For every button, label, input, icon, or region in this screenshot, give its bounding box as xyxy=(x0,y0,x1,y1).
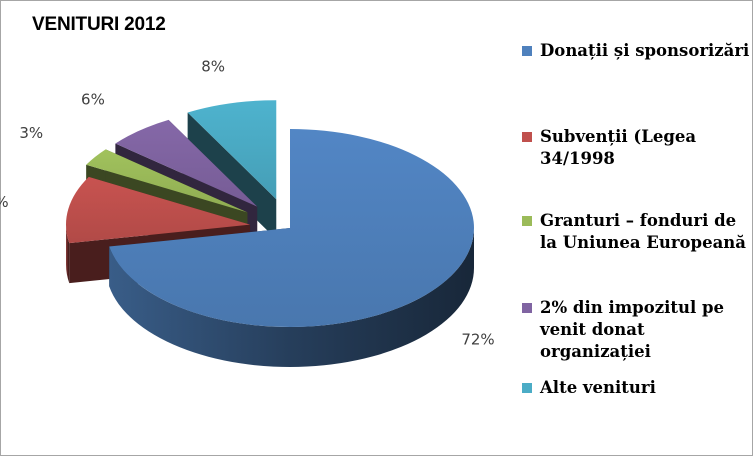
legend-swatch xyxy=(522,303,532,313)
legend-label: Granturi – fonduri de la Uniunea Europea… xyxy=(540,211,746,252)
legend-swatch xyxy=(522,383,532,393)
legend-swatch xyxy=(522,132,532,142)
legend-label: Subvenții (Legea 34/1998 xyxy=(540,127,697,168)
legend-swatch xyxy=(522,216,532,226)
legend-swatch xyxy=(522,46,532,56)
pie-slice-donatii xyxy=(109,129,475,368)
chart-title: VENITURI 2012 xyxy=(32,14,166,35)
data-label-alte: 8% xyxy=(201,57,225,75)
data-label-impozit: 6% xyxy=(81,90,105,108)
data-label-subventii: 11% xyxy=(0,193,9,211)
data-label-donatii: 72% xyxy=(461,331,494,349)
legend-label: Donații și sponsorizări xyxy=(540,41,750,60)
legend-label: Alte venituri xyxy=(540,378,656,397)
data-label-granturi: 3% xyxy=(19,124,43,142)
legend-label: 2% din impozitul pe venit donat organiza… xyxy=(540,298,725,361)
